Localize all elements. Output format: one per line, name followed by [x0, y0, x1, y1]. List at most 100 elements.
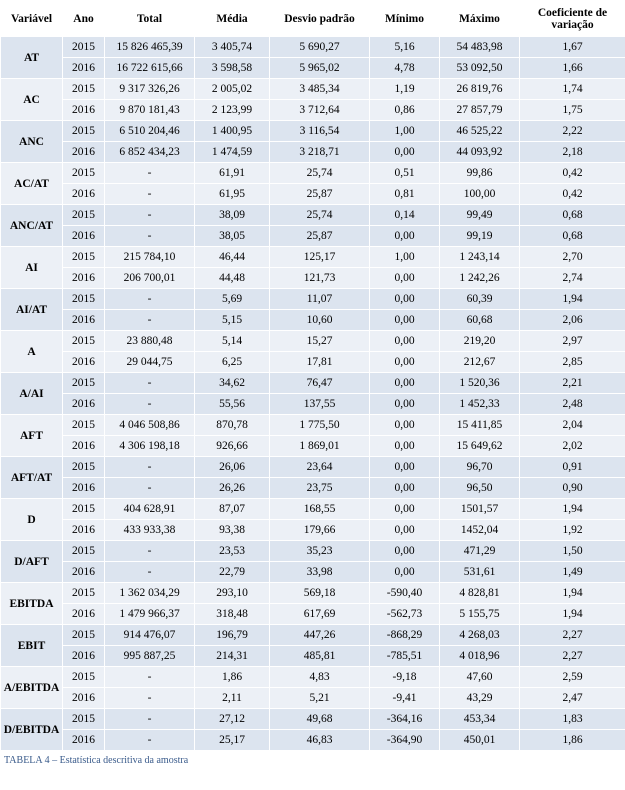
col-total: Total — [105, 1, 195, 37]
cell-total: 9 870 181,43 — [105, 100, 195, 121]
cell-media: 1 400,95 — [195, 121, 270, 142]
cell-min: 0,14 — [370, 205, 440, 226]
cell-total: - — [105, 205, 195, 226]
cell-cv: 0,68 — [520, 205, 625, 226]
table-row: AI/AT2015-5,6911,070,0060,391,94 — [1, 289, 625, 310]
cell-total: 404 628,91 — [105, 499, 195, 520]
cell-total: - — [105, 667, 195, 688]
cell-media: 214,31 — [195, 646, 270, 667]
cell-cv: 2,04 — [520, 415, 625, 436]
var-cell: EBIT — [1, 625, 63, 667]
cell-desvio: 25,74 — [270, 205, 370, 226]
table-row: 2016-5,1510,600,0060,682,06 — [1, 310, 625, 331]
cell-max: 1501,57 — [440, 499, 520, 520]
cell-ano: 2016 — [63, 436, 105, 457]
cell-cv: 1,83 — [520, 709, 625, 730]
cell-max: 4 018,96 — [440, 646, 520, 667]
cell-media: 26,26 — [195, 478, 270, 499]
var-cell: D/AFT — [1, 541, 63, 583]
cell-total: 9 317 326,26 — [105, 79, 195, 100]
table-row: AFT20154 046 508,86870,781 775,500,0015 … — [1, 415, 625, 436]
cell-ano: 2015 — [63, 625, 105, 646]
var-cell: EBITDA — [1, 583, 63, 625]
cell-total: - — [105, 226, 195, 247]
cell-media: 5,69 — [195, 289, 270, 310]
cell-ano: 2016 — [63, 226, 105, 247]
cell-max: 100,00 — [440, 184, 520, 205]
cell-media: 93,38 — [195, 520, 270, 541]
cell-media: 25,17 — [195, 730, 270, 751]
cell-cv: 1,92 — [520, 520, 625, 541]
cell-cv: 1,94 — [520, 289, 625, 310]
cell-max: 1 452,33 — [440, 394, 520, 415]
cell-media: 2 005,02 — [195, 79, 270, 100]
table-row: 2016-61,9525,870,81100,000,42 — [1, 184, 625, 205]
table-row: A/EBITDA2015-1,864,83-9,1847,602,59 — [1, 667, 625, 688]
cell-desvio: 11,07 — [270, 289, 370, 310]
cell-max: 54 483,98 — [440, 37, 520, 58]
cell-max: 4 828,81 — [440, 583, 520, 604]
cell-desvio: 447,26 — [270, 625, 370, 646]
cell-media: 27,12 — [195, 709, 270, 730]
cell-cv: 0,42 — [520, 163, 625, 184]
cell-total: 433 933,38 — [105, 520, 195, 541]
cell-total: - — [105, 310, 195, 331]
var-cell: D/EBITDA — [1, 709, 63, 751]
cell-media: 38,09 — [195, 205, 270, 226]
cell-total: - — [105, 688, 195, 709]
var-cell: AFT — [1, 415, 63, 457]
cell-min: 0,00 — [370, 562, 440, 583]
var-cell: AI — [1, 247, 63, 289]
cell-ano: 2015 — [63, 709, 105, 730]
cell-cv: 0,68 — [520, 226, 625, 247]
header-row: Variável Ano Total Média Desvio padrão M… — [1, 1, 625, 37]
table-row: D/AFT2015-23,5335,230,00471,291,50 — [1, 541, 625, 562]
cell-total: - — [105, 478, 195, 499]
cell-max: 96,50 — [440, 478, 520, 499]
table-row: EBIT2015914 476,07196,79447,26-868,294 2… — [1, 625, 625, 646]
table-row: D/EBITDA2015-27,1249,68-364,16453,341,83 — [1, 709, 625, 730]
cell-ano: 2016 — [63, 646, 105, 667]
cell-media: 22,79 — [195, 562, 270, 583]
cell-desvio: 569,18 — [270, 583, 370, 604]
cell-max: 212,67 — [440, 352, 520, 373]
cell-total: 4 306 198,18 — [105, 436, 195, 457]
cell-min: 0,00 — [370, 457, 440, 478]
cell-max: 60,68 — [440, 310, 520, 331]
cell-max: 44 093,92 — [440, 142, 520, 163]
cell-min: 0,00 — [370, 541, 440, 562]
cell-max: 15 411,85 — [440, 415, 520, 436]
cell-min: 0,00 — [370, 436, 440, 457]
table-row: AT201515 826 465,393 405,745 690,275,165… — [1, 37, 625, 58]
cell-media: 2 123,99 — [195, 100, 270, 121]
cell-max: 531,61 — [440, 562, 520, 583]
cell-total: 1 479 966,37 — [105, 604, 195, 625]
cell-min: -868,29 — [370, 625, 440, 646]
cell-min: 0,00 — [370, 226, 440, 247]
cell-media: 23,53 — [195, 541, 270, 562]
var-cell: A — [1, 331, 63, 373]
cell-min: 1,19 — [370, 79, 440, 100]
table-row: AC20159 317 326,262 005,023 485,341,1926… — [1, 79, 625, 100]
cell-min: -785,51 — [370, 646, 440, 667]
cell-total: 23 880,48 — [105, 331, 195, 352]
cell-max: 15 649,62 — [440, 436, 520, 457]
cell-cv: 1,86 — [520, 730, 625, 751]
cell-ano: 2016 — [63, 352, 105, 373]
cell-max: 26 819,76 — [440, 79, 520, 100]
table-row: 20169 870 181,432 123,993 712,640,8627 8… — [1, 100, 625, 121]
cell-ano: 2016 — [63, 520, 105, 541]
table-body: AT201515 826 465,393 405,745 690,275,165… — [1, 37, 625, 751]
cell-total: - — [105, 184, 195, 205]
col-media: Média — [195, 1, 270, 37]
cell-cv: 1,50 — [520, 541, 625, 562]
cell-max: 53 092,50 — [440, 58, 520, 79]
cell-ano: 2015 — [63, 331, 105, 352]
cell-max: 450,01 — [440, 730, 520, 751]
cell-total: 4 046 508,86 — [105, 415, 195, 436]
cell-desvio: 5 690,27 — [270, 37, 370, 58]
cell-ano: 2015 — [63, 163, 105, 184]
cell-desvio: 23,64 — [270, 457, 370, 478]
table-row: 2016206 700,0144,48121,730,001 242,262,7… — [1, 268, 625, 289]
cell-desvio: 25,74 — [270, 163, 370, 184]
